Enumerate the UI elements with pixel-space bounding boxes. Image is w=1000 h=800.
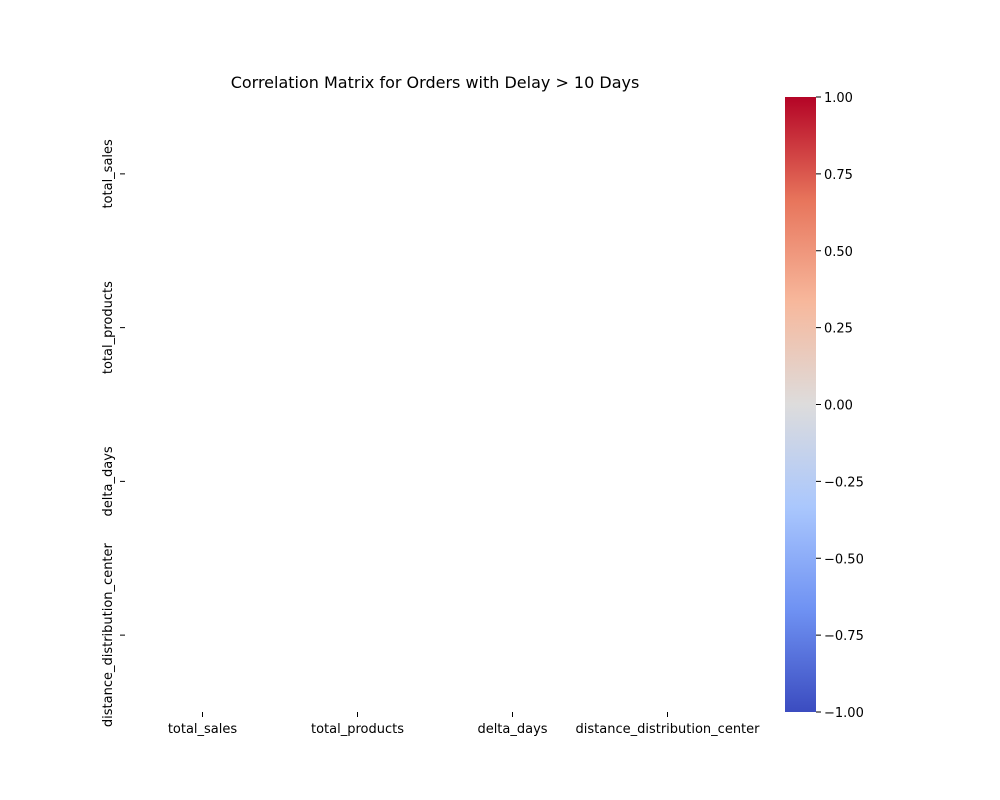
heatmap-cell (125, 251, 280, 405)
colorbar-ticks: 1.00 0.75 0.50 0.25 0.00 −0.25 −0.50 −0.75 −1.00 (816, 91, 864, 721)
heatmap-cell (590, 97, 745, 251)
colorbar-tick-label: 0.75 (824, 168, 853, 183)
colorbar-tick-label: 0.25 (824, 322, 853, 337)
colorbar (785, 97, 816, 712)
heatmap-cell (125, 97, 280, 251)
heatmap-cell (590, 558, 745, 712)
heatmap-cell (280, 405, 435, 559)
y-tick-label: total_products (101, 281, 116, 374)
y-axis-ticks: total_sales total_products delta_daysdista… (101, 139, 125, 727)
heatmap-cells (125, 97, 745, 712)
colorbar-tick-label: −1.00 (824, 706, 864, 721)
y-tick-label: delta_days (101, 446, 116, 516)
colorbar-tick-label: 1.00 (824, 91, 853, 106)
heatmap-cell (280, 251, 435, 405)
heatmap-cell (435, 251, 590, 405)
colorbar-tick-label: 0.50 (824, 245, 853, 260)
x-tick-label: total_sales (168, 722, 238, 737)
heatmap-cell (280, 97, 435, 251)
y-tick-label: distance_distribution_center (101, 542, 116, 727)
heatmap-cell (125, 558, 280, 712)
x-tick-label: distance_distribution_center (576, 722, 761, 737)
heatmap-cell (435, 97, 590, 251)
heatmap-cell (125, 405, 280, 559)
heatmap-cell (590, 405, 745, 559)
y-tick-label: total_sales (101, 139, 116, 209)
colorbar-tick-label: 0.00 (824, 399, 853, 414)
colorbar-tick-label: −0.50 (824, 552, 864, 567)
chart-title: Correlation Matrix for Orders with Delay… (231, 73, 640, 92)
heatmap-cell (435, 405, 590, 559)
heatmap-cell (590, 251, 745, 405)
x-tick-label: total_products (311, 722, 404, 737)
heatmap-cell (280, 558, 435, 712)
colorbar-tick-label: −0.75 (824, 629, 864, 644)
x-axis-ticks: total_sales total_products delta_days dista… (168, 712, 760, 737)
colorbar-tick-label: −0.25 (824, 475, 864, 490)
heatmap-cell (435, 558, 590, 712)
x-tick-label: delta_days (477, 722, 547, 737)
